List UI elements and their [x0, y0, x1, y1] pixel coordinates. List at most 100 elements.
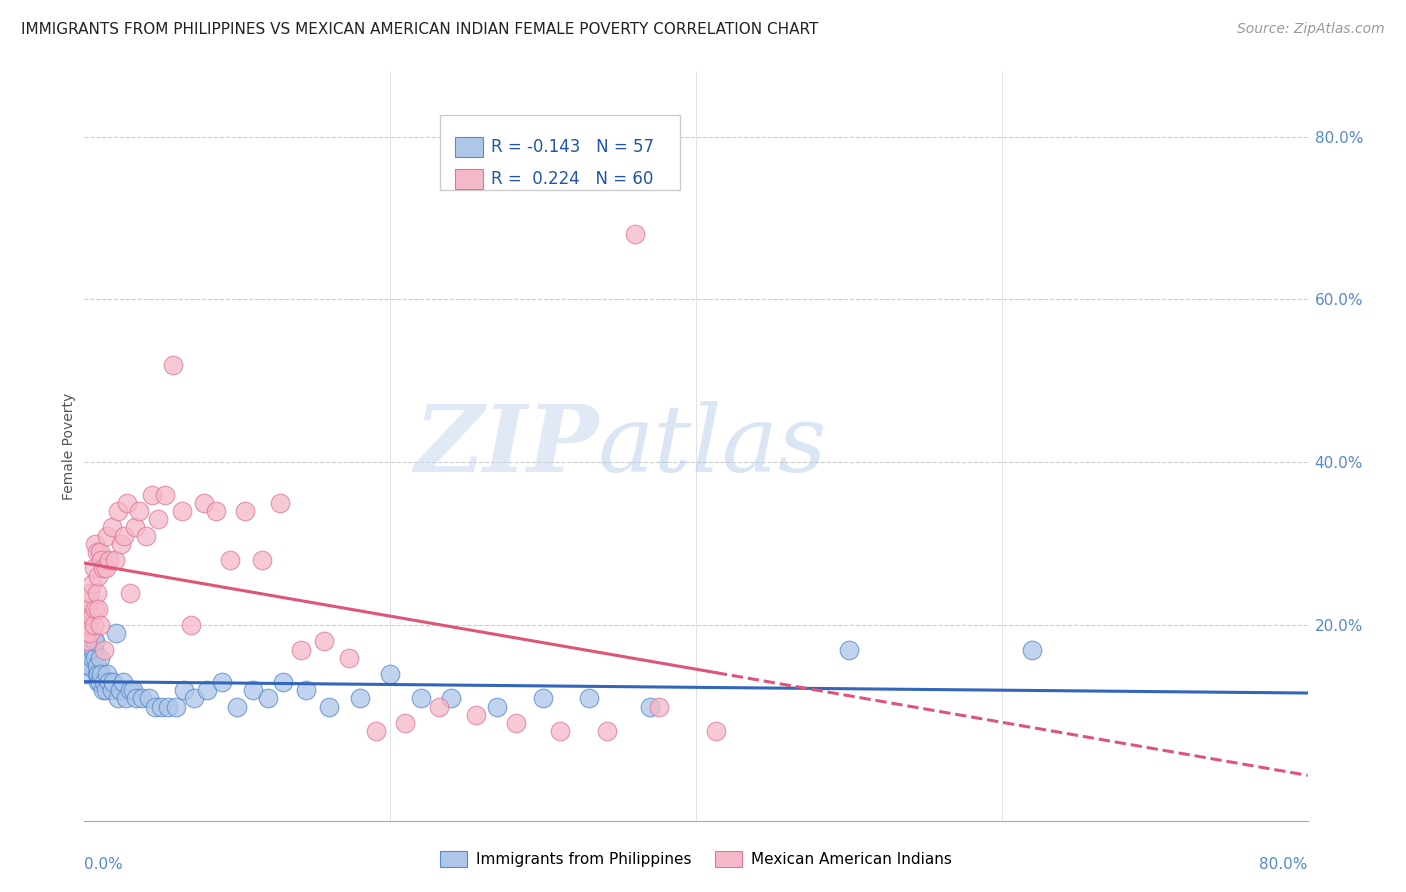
Point: [211, 675, 233, 690]
Point: [409, 691, 432, 706]
Text: IMMIGRANTS FROM PHILIPPINES VS MEXICAN AMERICAN INDIAN FEMALE POVERTY CORRELATIO: IMMIGRANTS FROM PHILIPPINES VS MEXICAN A…: [21, 22, 818, 37]
Point: [314, 634, 336, 648]
Point: [124, 520, 146, 534]
Point: [90, 553, 112, 567]
Point: [380, 667, 402, 681]
Point: [76, 634, 98, 648]
Point: [226, 699, 249, 714]
Point: [162, 358, 184, 372]
Point: [242, 683, 264, 698]
Point: [138, 691, 160, 706]
Point: [101, 683, 124, 698]
Point: [114, 691, 136, 706]
Point: [624, 227, 647, 242]
Point: [257, 691, 280, 706]
Point: [87, 569, 110, 583]
Point: [172, 504, 194, 518]
Point: [77, 618, 100, 632]
Point: [86, 667, 108, 681]
Point: [548, 724, 571, 739]
Point: [155, 488, 177, 502]
Point: [91, 683, 114, 698]
Point: [84, 537, 107, 551]
Bar: [440, 115, 681, 190]
Point: [394, 715, 416, 730]
Point: [94, 561, 117, 575]
Point: [79, 626, 101, 640]
Point: [505, 715, 527, 730]
Point: [193, 496, 215, 510]
Text: 80.0%: 80.0%: [1260, 857, 1308, 872]
Point: [233, 504, 256, 518]
Point: [89, 618, 111, 632]
Point: [77, 593, 100, 607]
Point: [157, 699, 180, 714]
Point: [596, 724, 619, 739]
Point: [120, 683, 142, 698]
Point: [165, 699, 187, 714]
Point: [83, 634, 105, 648]
Point: [110, 537, 132, 551]
Point: [80, 577, 103, 591]
Point: [89, 545, 111, 559]
Point: [218, 553, 240, 567]
Point: [80, 650, 103, 665]
Point: [135, 528, 157, 542]
Point: [103, 675, 125, 690]
Point: [84, 602, 107, 616]
Point: [318, 699, 340, 714]
Point: [195, 683, 218, 698]
Point: [91, 561, 114, 575]
Point: [94, 683, 117, 698]
Point: [89, 675, 111, 690]
Point: [143, 699, 166, 714]
Point: [80, 610, 103, 624]
Point: [111, 675, 134, 690]
Point: [97, 553, 120, 567]
Point: [97, 675, 120, 690]
Point: [86, 545, 108, 559]
Point: [271, 675, 294, 690]
Point: [125, 691, 148, 706]
Point: [96, 667, 118, 681]
Point: [141, 488, 163, 502]
Point: [131, 691, 153, 706]
Point: [87, 602, 110, 616]
Point: [638, 699, 661, 714]
Point: [83, 618, 105, 632]
Point: [76, 667, 98, 681]
Point: [105, 626, 128, 640]
Point: [349, 691, 371, 706]
Point: [87, 675, 110, 690]
Point: [128, 504, 150, 518]
Point: [1021, 642, 1043, 657]
Point: [108, 683, 131, 698]
Point: [269, 496, 291, 510]
Point: [90, 667, 112, 681]
Text: Source: ZipAtlas.com: Source: ZipAtlas.com: [1237, 22, 1385, 37]
Point: [122, 683, 145, 698]
Text: R =  0.224   N = 60: R = 0.224 N = 60: [491, 170, 654, 188]
Point: [75, 610, 97, 624]
Point: [366, 724, 388, 739]
Point: [250, 553, 273, 567]
Point: [87, 667, 110, 681]
Point: [115, 496, 138, 510]
Point: [89, 650, 111, 665]
Point: [93, 675, 115, 690]
Point: [96, 528, 118, 542]
Point: [578, 691, 600, 706]
Point: [205, 504, 228, 518]
Point: [75, 626, 97, 640]
Point: [101, 520, 124, 534]
Point: [104, 553, 127, 567]
Point: [486, 699, 509, 714]
Y-axis label: Female Poverty: Female Poverty: [62, 392, 76, 500]
Point: [531, 691, 554, 706]
Text: R = -0.143   N = 57: R = -0.143 N = 57: [491, 138, 654, 156]
Point: [440, 691, 463, 706]
Point: [76, 602, 98, 616]
Point: [427, 699, 450, 714]
Point: [84, 650, 107, 665]
Point: [120, 585, 142, 599]
